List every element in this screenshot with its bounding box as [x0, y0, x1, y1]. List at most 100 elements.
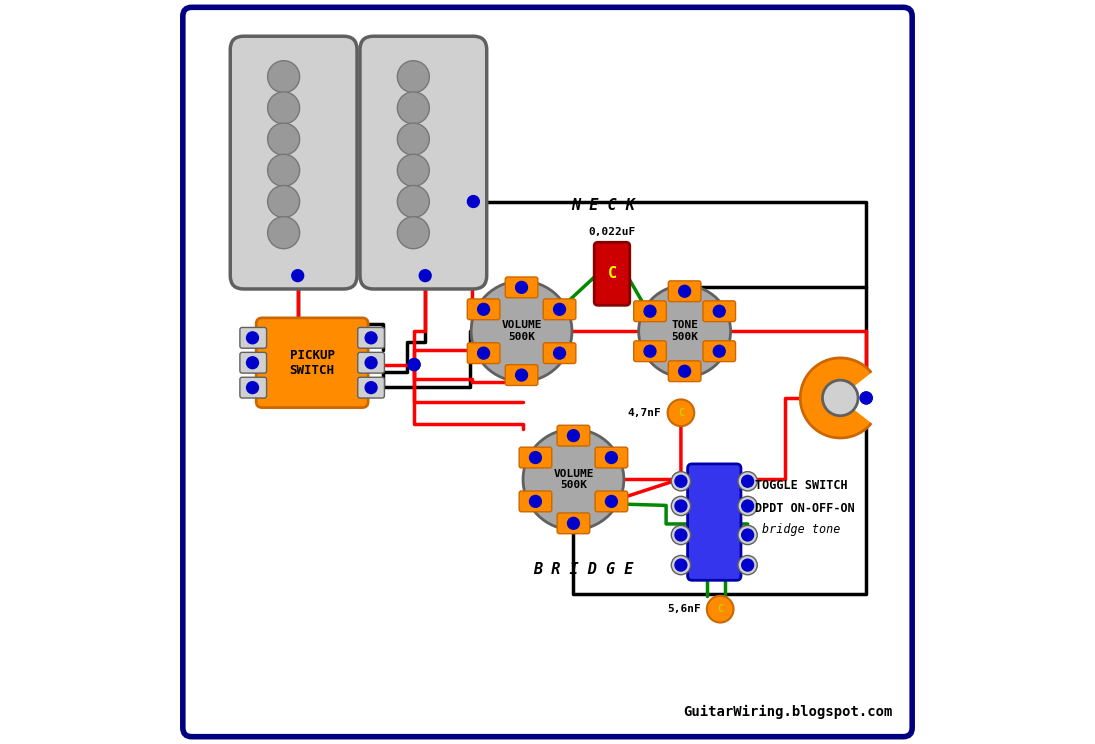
Circle shape: [675, 475, 687, 487]
Circle shape: [397, 185, 429, 217]
Circle shape: [741, 500, 753, 512]
Circle shape: [675, 500, 687, 512]
Text: bridge tone: bridge tone: [762, 523, 841, 536]
Circle shape: [671, 525, 691, 545]
FancyBboxPatch shape: [668, 281, 701, 301]
Circle shape: [477, 304, 489, 315]
Circle shape: [800, 358, 880, 438]
Circle shape: [267, 185, 300, 217]
FancyBboxPatch shape: [358, 327, 384, 348]
FancyBboxPatch shape: [543, 299, 576, 320]
Circle shape: [267, 92, 300, 124]
FancyBboxPatch shape: [360, 36, 486, 289]
FancyBboxPatch shape: [519, 447, 552, 468]
Circle shape: [408, 359, 420, 371]
FancyBboxPatch shape: [240, 327, 266, 348]
FancyBboxPatch shape: [634, 341, 667, 362]
Text: 5,6nF: 5,6nF: [667, 604, 701, 615]
Circle shape: [741, 475, 753, 487]
Circle shape: [291, 270, 303, 281]
Circle shape: [738, 472, 758, 491]
Circle shape: [246, 357, 258, 369]
FancyBboxPatch shape: [358, 377, 384, 398]
Circle shape: [679, 285, 691, 297]
FancyBboxPatch shape: [595, 447, 627, 468]
Circle shape: [397, 217, 429, 248]
Wedge shape: [840, 369, 888, 427]
Circle shape: [365, 382, 377, 394]
Circle shape: [365, 332, 377, 344]
FancyBboxPatch shape: [557, 426, 590, 446]
Circle shape: [671, 472, 691, 491]
Circle shape: [267, 61, 300, 93]
FancyBboxPatch shape: [668, 361, 701, 382]
Circle shape: [554, 304, 565, 315]
Circle shape: [471, 280, 572, 382]
Circle shape: [606, 452, 618, 464]
Circle shape: [408, 359, 420, 371]
Circle shape: [606, 496, 618, 507]
Circle shape: [741, 529, 753, 541]
Text: 0,022uF: 0,022uF: [588, 227, 635, 237]
Circle shape: [365, 357, 377, 369]
Text: VOLUME
500K: VOLUME 500K: [502, 321, 542, 342]
Circle shape: [675, 529, 687, 541]
Text: VOLUME
500K: VOLUME 500K: [553, 469, 593, 490]
FancyBboxPatch shape: [595, 243, 630, 305]
Circle shape: [738, 525, 758, 545]
Text: C: C: [608, 266, 616, 281]
FancyBboxPatch shape: [634, 301, 667, 321]
Text: DPDT ON-OFF-ON: DPDT ON-OFF-ON: [756, 501, 855, 515]
Circle shape: [644, 345, 656, 357]
Circle shape: [246, 332, 258, 344]
Text: C: C: [717, 604, 723, 615]
Text: C: C: [678, 408, 684, 418]
Circle shape: [419, 270, 431, 281]
FancyBboxPatch shape: [519, 491, 552, 512]
Circle shape: [668, 400, 694, 426]
Text: PICKUP
SWITCH: PICKUP SWITCH: [290, 349, 335, 376]
Text: GuitarWiring.blogspot.com: GuitarWiring.blogspot.com: [683, 705, 892, 719]
Circle shape: [644, 305, 656, 317]
Circle shape: [397, 92, 429, 124]
Circle shape: [267, 217, 300, 248]
Circle shape: [707, 596, 734, 623]
FancyBboxPatch shape: [595, 491, 627, 512]
Text: TOGGLE SWITCH: TOGGLE SWITCH: [756, 479, 848, 492]
Circle shape: [397, 61, 429, 93]
Text: N E C K: N E C K: [572, 198, 635, 213]
Text: 4,7nF: 4,7nF: [627, 408, 661, 418]
FancyBboxPatch shape: [468, 299, 500, 320]
Circle shape: [397, 154, 429, 186]
Circle shape: [516, 281, 528, 293]
Circle shape: [675, 559, 687, 571]
Circle shape: [671, 496, 691, 516]
FancyBboxPatch shape: [703, 341, 736, 362]
Circle shape: [477, 347, 489, 359]
FancyBboxPatch shape: [703, 301, 736, 321]
FancyBboxPatch shape: [256, 318, 368, 408]
Circle shape: [267, 154, 300, 186]
Circle shape: [246, 382, 258, 394]
FancyBboxPatch shape: [183, 7, 912, 737]
FancyBboxPatch shape: [505, 277, 538, 298]
Circle shape: [713, 345, 725, 357]
Text: B R I D G E: B R I D G E: [533, 562, 633, 577]
Circle shape: [861, 392, 872, 404]
Circle shape: [523, 429, 624, 530]
Circle shape: [567, 517, 579, 529]
Circle shape: [861, 392, 872, 404]
FancyBboxPatch shape: [230, 36, 357, 289]
Circle shape: [468, 196, 480, 208]
Circle shape: [713, 305, 725, 317]
Circle shape: [516, 369, 528, 381]
Circle shape: [738, 556, 758, 574]
FancyBboxPatch shape: [543, 343, 576, 364]
Circle shape: [679, 365, 691, 377]
Circle shape: [267, 123, 300, 155]
Circle shape: [738, 496, 758, 516]
Circle shape: [397, 123, 429, 155]
Circle shape: [530, 452, 541, 464]
Circle shape: [567, 430, 579, 441]
Text: TONE
500K: TONE 500K: [671, 321, 699, 342]
